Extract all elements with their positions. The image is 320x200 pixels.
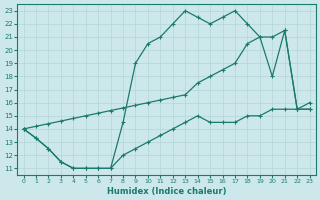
X-axis label: Humidex (Indice chaleur): Humidex (Indice chaleur) [107,187,226,196]
